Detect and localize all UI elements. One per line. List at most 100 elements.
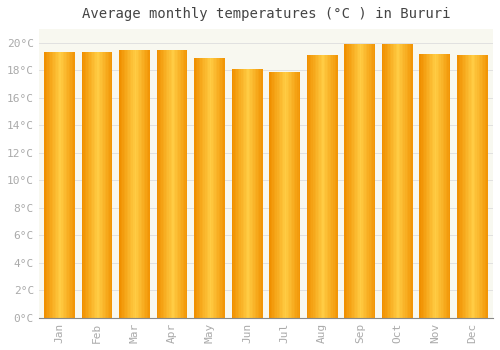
Bar bbox=[484, 55, 486, 318]
Bar bbox=[410, 44, 411, 318]
Bar bbox=[442, 54, 444, 318]
Bar bbox=[110, 52, 111, 318]
Bar bbox=[460, 55, 462, 318]
Bar bbox=[156, 50, 158, 318]
Bar bbox=[374, 44, 375, 318]
Bar bbox=[333, 55, 334, 318]
Bar bbox=[482, 55, 483, 318]
Bar bbox=[60, 52, 61, 318]
Bar bbox=[66, 52, 67, 318]
Bar bbox=[297, 72, 298, 318]
Bar bbox=[314, 55, 316, 318]
Bar bbox=[474, 55, 476, 318]
Bar bbox=[124, 50, 126, 318]
Bar bbox=[234, 69, 235, 318]
Bar bbox=[216, 58, 218, 318]
Bar bbox=[138, 50, 139, 318]
Bar bbox=[440, 54, 441, 318]
Bar bbox=[258, 69, 260, 318]
Bar bbox=[350, 44, 352, 318]
Bar bbox=[169, 50, 170, 318]
Bar bbox=[322, 55, 324, 318]
Bar bbox=[250, 69, 252, 318]
Bar bbox=[385, 44, 386, 318]
Bar bbox=[278, 72, 280, 318]
Bar bbox=[162, 50, 163, 318]
Bar bbox=[402, 44, 404, 318]
Bar bbox=[106, 52, 108, 318]
Bar bbox=[388, 44, 390, 318]
Bar bbox=[108, 52, 110, 318]
Bar bbox=[90, 52, 91, 318]
Bar bbox=[176, 50, 178, 318]
Bar bbox=[396, 44, 398, 318]
Bar bbox=[276, 72, 277, 318]
Bar bbox=[386, 44, 388, 318]
Bar bbox=[205, 58, 206, 318]
Bar bbox=[428, 54, 430, 318]
Bar bbox=[290, 72, 291, 318]
Bar bbox=[336, 55, 338, 318]
Bar bbox=[70, 52, 72, 318]
Bar bbox=[92, 52, 94, 318]
Bar bbox=[480, 55, 482, 318]
Bar bbox=[84, 52, 86, 318]
Bar bbox=[47, 52, 48, 318]
Bar bbox=[56, 52, 58, 318]
Bar bbox=[349, 44, 350, 318]
Bar bbox=[382, 44, 384, 318]
Bar bbox=[140, 50, 142, 318]
Bar bbox=[235, 69, 236, 318]
Bar bbox=[372, 44, 374, 318]
Bar bbox=[274, 72, 276, 318]
Bar bbox=[390, 44, 391, 318]
Bar bbox=[358, 44, 360, 318]
Bar bbox=[178, 50, 180, 318]
Bar bbox=[111, 52, 112, 318]
Bar bbox=[307, 55, 308, 318]
Bar bbox=[464, 55, 466, 318]
Bar bbox=[422, 54, 424, 318]
Bar bbox=[356, 44, 358, 318]
Bar bbox=[136, 50, 138, 318]
Bar bbox=[392, 44, 394, 318]
Bar bbox=[127, 50, 128, 318]
Bar bbox=[168, 50, 169, 318]
Bar bbox=[476, 55, 477, 318]
Bar bbox=[477, 55, 478, 318]
Bar bbox=[430, 54, 432, 318]
Bar bbox=[298, 72, 300, 318]
Bar bbox=[283, 72, 284, 318]
Bar bbox=[238, 69, 240, 318]
Bar bbox=[94, 52, 96, 318]
Bar bbox=[122, 50, 124, 318]
Bar bbox=[406, 44, 408, 318]
Bar bbox=[219, 58, 220, 318]
Bar bbox=[240, 69, 241, 318]
Bar bbox=[62, 52, 64, 318]
Bar bbox=[270, 72, 271, 318]
Bar bbox=[236, 69, 238, 318]
Bar bbox=[363, 44, 364, 318]
Bar bbox=[132, 50, 133, 318]
Bar bbox=[354, 44, 355, 318]
Bar bbox=[272, 72, 274, 318]
Bar bbox=[486, 55, 488, 318]
Bar bbox=[254, 69, 255, 318]
Bar bbox=[147, 50, 148, 318]
Bar bbox=[119, 50, 120, 318]
Bar bbox=[180, 50, 182, 318]
Bar bbox=[184, 50, 186, 318]
Bar bbox=[96, 52, 97, 318]
Bar bbox=[204, 58, 205, 318]
Bar bbox=[142, 50, 144, 318]
Bar bbox=[146, 50, 147, 318]
Bar bbox=[208, 58, 210, 318]
Bar bbox=[444, 54, 446, 318]
Bar bbox=[320, 55, 322, 318]
Bar bbox=[256, 69, 258, 318]
Bar bbox=[130, 50, 132, 318]
Bar bbox=[97, 52, 98, 318]
Bar bbox=[324, 55, 326, 318]
Bar bbox=[288, 72, 290, 318]
